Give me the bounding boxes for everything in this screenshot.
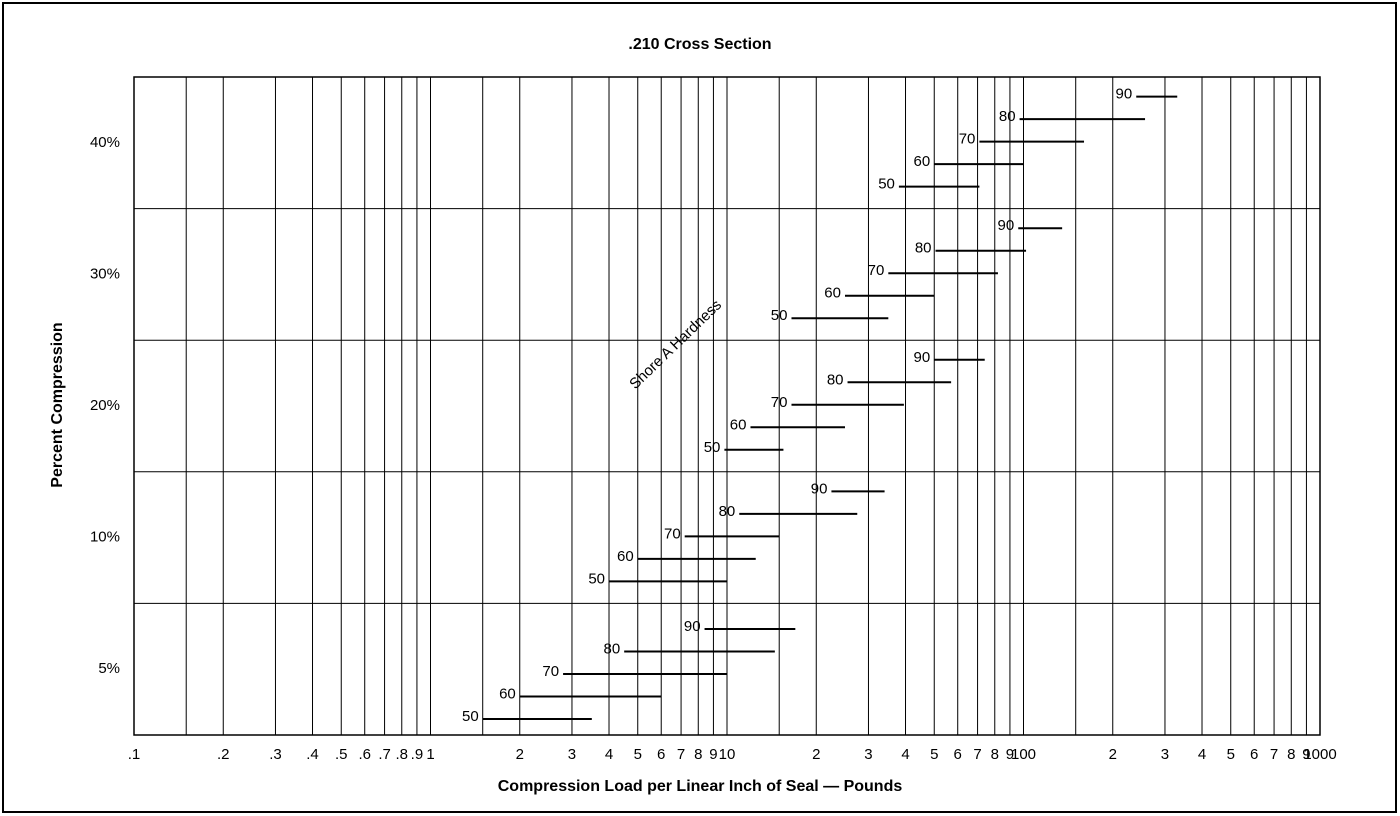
x-tick-label: .9 (411, 746, 424, 763)
bar-label: 70 (542, 663, 559, 680)
bar-label: 50 (878, 176, 895, 193)
bar-label: 70 (868, 262, 885, 279)
bar-label: 90 (998, 217, 1015, 234)
x-axis-label: Compression Load per Linear Inch of Seal… (498, 778, 903, 795)
bar-label: 60 (499, 685, 516, 702)
bar-label: 50 (588, 570, 605, 587)
bar-label: 80 (999, 108, 1016, 125)
x-tick-label: .1 (128, 746, 141, 763)
x-tick-label: 3 (864, 746, 872, 763)
bar-label: 70 (771, 394, 788, 411)
y-tick-label: 10% (90, 529, 120, 546)
y-tick-label: 20% (90, 397, 120, 414)
x-tick-label: 9 (709, 746, 717, 763)
x-tick-label: 9 (1302, 746, 1310, 763)
bar-label: 90 (684, 618, 701, 635)
bar-label: 50 (704, 439, 721, 456)
x-tick-label: 6 (1250, 746, 1258, 763)
bar-label: 70 (959, 131, 976, 148)
x-tick-label: 5 (930, 746, 938, 763)
x-tick-label: 8 (1287, 746, 1295, 763)
x-tick-label: 4 (605, 746, 613, 763)
y-tick-label: 30% (90, 265, 120, 282)
x-tick-label: 5 (634, 746, 642, 763)
bar-label: 50 (462, 708, 479, 725)
x-tick-label: .5 (335, 746, 348, 763)
y-tick-label: 40% (90, 134, 120, 151)
x-tick-label: 7 (973, 746, 981, 763)
annotation: Shore A Hardness (626, 297, 725, 393)
x-tick-label: 2 (1109, 746, 1117, 763)
bar-label: 80 (827, 371, 844, 388)
bar-label: 90 (811, 480, 828, 497)
x-tick-label: 4 (1198, 746, 1206, 763)
bar-label: 60 (730, 416, 747, 433)
bar-label: 60 (617, 548, 634, 565)
x-tick-label: 8 (991, 746, 999, 763)
bar-label: 80 (719, 503, 736, 520)
x-tick-label: 3 (1161, 746, 1169, 763)
x-tick-label: 2 (516, 746, 524, 763)
x-tick-label: 5 (1227, 746, 1235, 763)
x-tick-label: 1 (426, 746, 434, 763)
x-tick-label: 6 (657, 746, 665, 763)
x-tick-label: .7 (378, 746, 391, 763)
x-tick-label: 1000 (1303, 746, 1336, 763)
bar-label: 50 (771, 307, 788, 324)
x-tick-label: 3 (568, 746, 576, 763)
y-tick-label: 5% (98, 660, 120, 677)
x-tick-label: .2 (217, 746, 230, 763)
x-tick-label: 2 (812, 746, 820, 763)
x-tick-label: 8 (694, 746, 702, 763)
x-tick-label: 4 (901, 746, 909, 763)
x-tick-label: .4 (306, 746, 319, 763)
bar-label: 60 (824, 285, 841, 302)
x-tick-label: .6 (358, 746, 371, 763)
x-tick-label: 10 (719, 746, 736, 763)
x-tick-label: 9 (1006, 746, 1014, 763)
plot-frame (133, 76, 1321, 736)
x-tick-label: 7 (677, 746, 685, 763)
x-tick-label: .8 (396, 746, 409, 763)
bar-label: 90 (914, 349, 931, 366)
x-tick-label: .3 (269, 746, 282, 763)
x-tick-label: 6 (954, 746, 962, 763)
bar-label: 60 (914, 153, 931, 170)
x-tick-label: 7 (1270, 746, 1278, 763)
bar-label: 80 (603, 640, 620, 657)
chart-title: .210 Cross Section (628, 36, 771, 53)
bar-label: 90 (1116, 86, 1133, 103)
bar-label: 70 (664, 525, 681, 542)
bar-label: 80 (915, 240, 932, 257)
y-axis-label: Percent Compression (49, 322, 66, 487)
x-tick-label: 100 (1011, 746, 1036, 763)
